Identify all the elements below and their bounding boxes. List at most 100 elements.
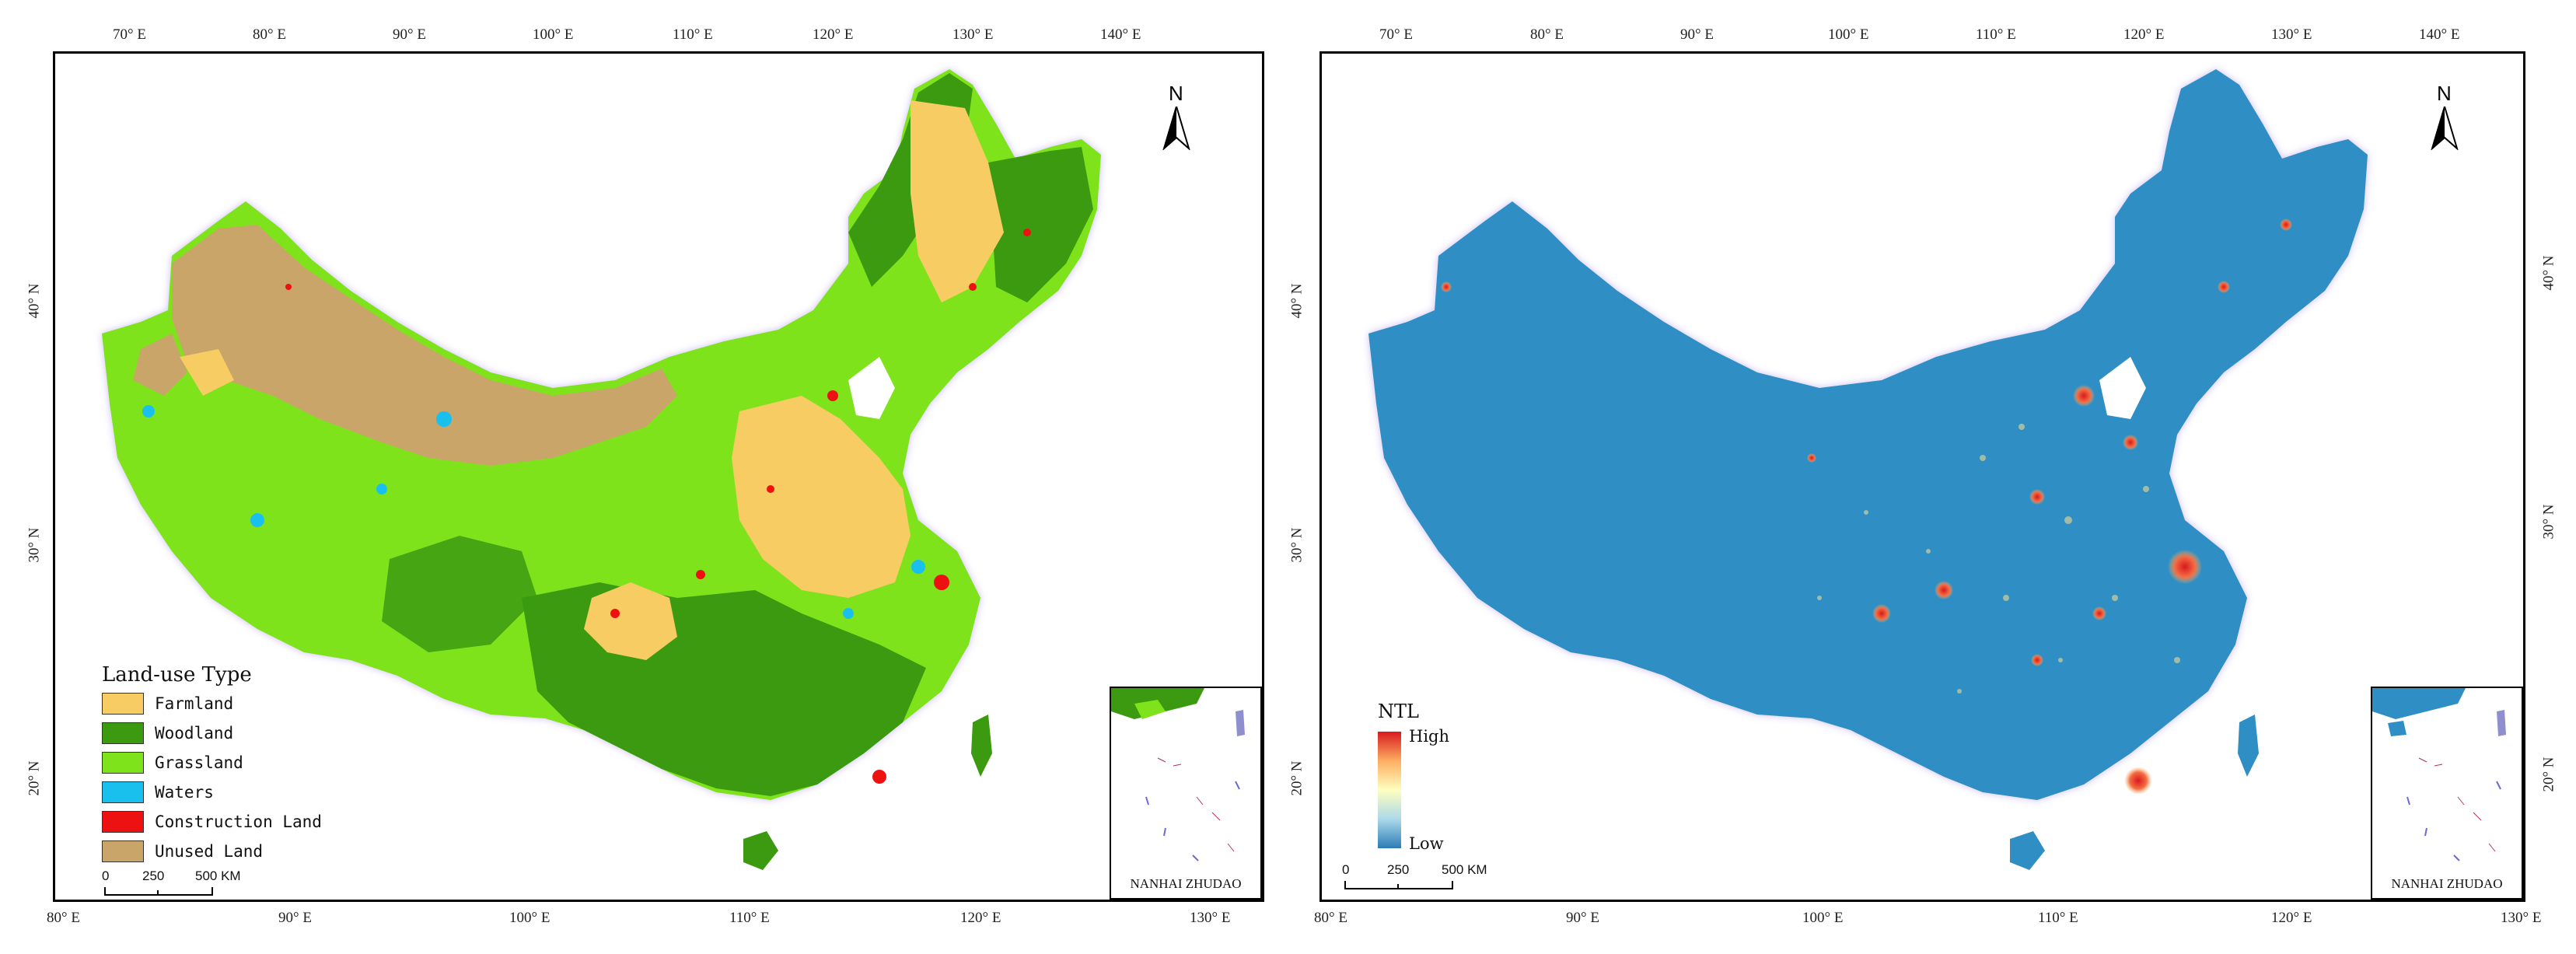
legend-label: Woodland — [155, 724, 234, 743]
tick-label: 80° E — [1530, 26, 1564, 43]
legend-label: Construction Land — [155, 812, 322, 831]
hainan-island — [743, 831, 778, 870]
waters-feature — [911, 560, 925, 574]
construction-land-spot — [767, 485, 774, 493]
land-use-map — [102, 69, 1101, 870]
legend-label: Waters — [155, 783, 214, 802]
hainan-island — [2010, 831, 2045, 870]
scale-bar-line — [1344, 881, 1453, 889]
north-arrow-icon — [2431, 107, 2459, 150]
unused-land-region — [133, 334, 187, 396]
north-arrow-icon — [1162, 107, 1190, 150]
tick-label: 40° N — [2540, 255, 2557, 291]
legend-item-waters: Waters — [102, 781, 214, 803]
tick-label: 20° N — [1288, 760, 1305, 796]
waters-feature — [376, 484, 387, 494]
tick-label: 30° N — [2540, 504, 2557, 540]
south-china-sea-inset: NANHAI ZHUDAO — [1110, 687, 1262, 900]
scale-label: 500 KM — [195, 868, 241, 883]
taiwan-island — [2238, 715, 2259, 777]
farmland-region — [180, 349, 234, 396]
tick-label: 100° E — [509, 910, 551, 926]
farmland-swatch — [102, 693, 144, 715]
ntl-low-label: Low — [1409, 834, 1444, 853]
scale-label: 0 — [102, 868, 110, 883]
tick-label: 20° N — [26, 760, 43, 796]
scale-label: 0 — [1342, 862, 1350, 877]
woodland-region — [988, 147, 1093, 302]
legend-item-unused-land: Unused Land — [102, 840, 263, 862]
farmland-region — [911, 100, 1004, 302]
woodland-region — [382, 536, 537, 652]
scale-label: 250 — [1387, 862, 1410, 877]
grassland-swatch — [102, 752, 144, 774]
tick-label: 80° E — [1314, 910, 1347, 926]
scale-label: 500 KM — [1442, 862, 1487, 877]
north-arrow: N — [1161, 82, 1192, 152]
inset-map — [2372, 688, 2506, 861]
map-frame: N Land-use Type Farmland Woodland Grassl… — [53, 51, 1264, 902]
tick-label: 80° E — [253, 26, 286, 43]
legend-item-farmland: Farmland — [102, 693, 233, 715]
tick-label: 90° E — [1680, 26, 1714, 43]
ntl-bright-cities — [1441, 218, 2292, 795]
waters-swatch — [102, 781, 144, 803]
tick-label: 140° E — [1100, 26, 1141, 43]
unused-land-region — [172, 225, 677, 466]
land-use-map-panel: 70° E 80° E 90° E 100° E 110° E 120° E 1… — [26, 26, 1264, 926]
tick-label: 130° E — [952, 26, 994, 43]
legend-item-construction-land: Construction Land — [102, 811, 322, 833]
legend-title: Land-use Type — [102, 663, 252, 687]
waters-feature — [843, 608, 854, 619]
legend-item-grassland: Grassland — [102, 752, 243, 774]
ntl-color-ramp — [1378, 732, 1401, 848]
construction-land-spot — [696, 570, 705, 579]
construction-land-spot — [872, 770, 886, 784]
tick-label: 90° E — [278, 910, 312, 926]
tick-label: 140° E — [2419, 26, 2460, 43]
scale-bar: 0 250 500 KM — [1342, 862, 1487, 893]
tick-label: 30° N — [1288, 527, 1305, 563]
tick-label: 100° E — [1802, 910, 1844, 926]
ntl-legend-title: NTL — [1378, 701, 1419, 722]
farmland-region — [732, 396, 911, 598]
ntl-faint-lights — [1817, 424, 2180, 694]
tick-label: 100° E — [533, 26, 574, 43]
legend-label: Grassland — [155, 753, 243, 772]
woodland-swatch — [102, 722, 144, 744]
tick-label: 110° E — [673, 26, 713, 43]
tick-label: 110° E — [1976, 26, 2016, 43]
map-frame: N NTL High Low 0 250 500 KM — [1319, 51, 2525, 902]
tick-label: 80° E — [47, 910, 80, 926]
south-china-sea-inset: NANHAI ZHUDAO — [2371, 687, 2523, 900]
ntl-map — [1368, 69, 2368, 870]
tick-label: 110° E — [2038, 910, 2078, 926]
construction-land-swatch — [102, 811, 144, 833]
legend-label: Farmland — [155, 694, 234, 713]
tick-label: 90° E — [393, 26, 426, 43]
construction-land-spot — [934, 575, 949, 590]
construction-land-spot — [1023, 229, 1031, 236]
tick-label: 120° E — [2123, 26, 2165, 43]
tick-label: 130° E — [2271, 26, 2312, 43]
waters-feature — [250, 513, 264, 527]
waters-feature — [142, 405, 155, 418]
bohai-sea — [2099, 357, 2146, 419]
construction-land-spot — [610, 609, 620, 618]
scale-bar: 0 250 500 KM — [102, 868, 241, 900]
china-landmass — [1368, 69, 2368, 800]
tick-label: 40° N — [1288, 283, 1305, 319]
north-label: N — [1169, 82, 1183, 105]
waters-feature — [848, 357, 895, 419]
tick-label: 40° N — [26, 283, 43, 319]
tick-label: 70° E — [1379, 26, 1413, 43]
tick-label: 130° E — [2501, 910, 2542, 926]
tick-label: 130° E — [1190, 910, 1231, 926]
legend-item-woodland: Woodland — [102, 722, 233, 744]
tick-label: 120° E — [813, 26, 854, 43]
taiwan-island — [971, 715, 992, 777]
inset-label: NANHAI ZHUDAO — [2391, 876, 2503, 891]
construction-land-spot — [285, 284, 292, 290]
tick-label: 100° E — [1828, 26, 1869, 43]
tick-label: 120° E — [2271, 910, 2312, 926]
